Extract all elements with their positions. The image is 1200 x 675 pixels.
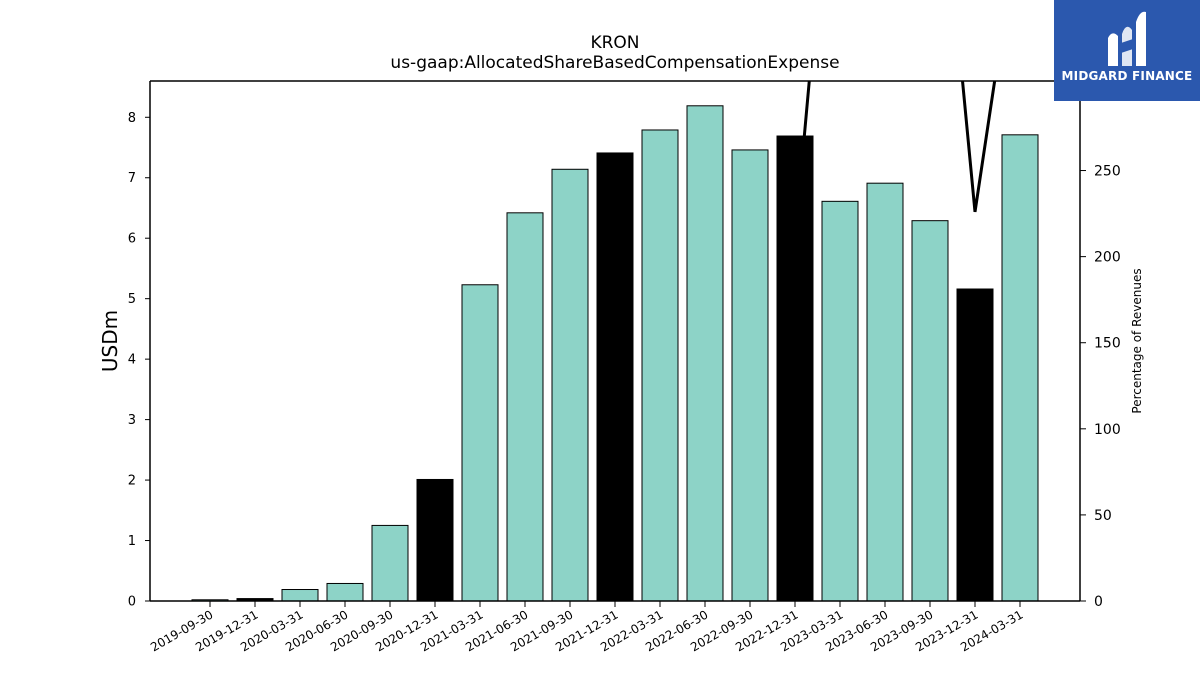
- bar-2022-09-30: [731, 149, 769, 602]
- y-tick-label: 0: [128, 595, 136, 610]
- y2-tick-label: 0: [1094, 594, 1103, 610]
- bar-2021-06-30: [506, 212, 544, 602]
- bar-2021-12-31: [596, 152, 634, 602]
- y-tick-label: 3: [128, 413, 136, 428]
- bar-2020-06-30: [326, 582, 364, 602]
- bars-group: [191, 105, 1039, 602]
- y2-tick-label: 50: [1094, 508, 1112, 524]
- y-axis-label: USDm: [98, 310, 122, 372]
- y-tick-label: 1: [128, 534, 136, 549]
- brand-name: MIDGARD FINANCE: [1061, 69, 1193, 83]
- y-tick-label: 8: [128, 111, 136, 126]
- y2-tick-label: 100: [1094, 422, 1121, 438]
- midgard-logo-icon: [1108, 11, 1146, 66]
- percentage-of-revenues-line: [793, 81, 997, 240]
- y-tick-label: 7: [128, 171, 136, 186]
- chart-subtitle: us-gaap:AllocatedShareBasedCompensationE…: [390, 53, 839, 73]
- bar-2022-03-31: [641, 129, 679, 602]
- y2-tick-label: 200: [1094, 250, 1121, 266]
- y-tick-label: 5: [128, 292, 136, 307]
- y2-tick-label: 250: [1094, 164, 1121, 180]
- bar-2022-12-31: [776, 135, 814, 602]
- line-group: [793, 81, 997, 240]
- y2-tick-label: 150: [1094, 336, 1121, 352]
- y-tick-label: 4: [128, 353, 136, 368]
- chart-title: KRON: [590, 33, 639, 53]
- bar-2021-03-31: [461, 284, 499, 602]
- bar-2022-06-30: [686, 105, 724, 602]
- brand-logo: MIDGARD FINANCE: [1054, 0, 1200, 101]
- bar-2024-03-31: [1001, 134, 1039, 602]
- bar-2023-12-31: [956, 288, 994, 602]
- y-tick-label: 2: [128, 474, 136, 489]
- bar-2020-09-30: [371, 524, 409, 602]
- bar-2020-03-31: [281, 589, 319, 602]
- bar-2023-09-30: [911, 220, 949, 602]
- bar-2023-06-30: [866, 182, 904, 602]
- bar-2020-12-31: [416, 478, 454, 602]
- bar-2023-03-31: [821, 200, 859, 602]
- bar-2021-09-30: [551, 168, 589, 602]
- y2-axis-label: Percentage of Revenues: [1130, 268, 1144, 413]
- y-tick-label: 6: [128, 232, 136, 247]
